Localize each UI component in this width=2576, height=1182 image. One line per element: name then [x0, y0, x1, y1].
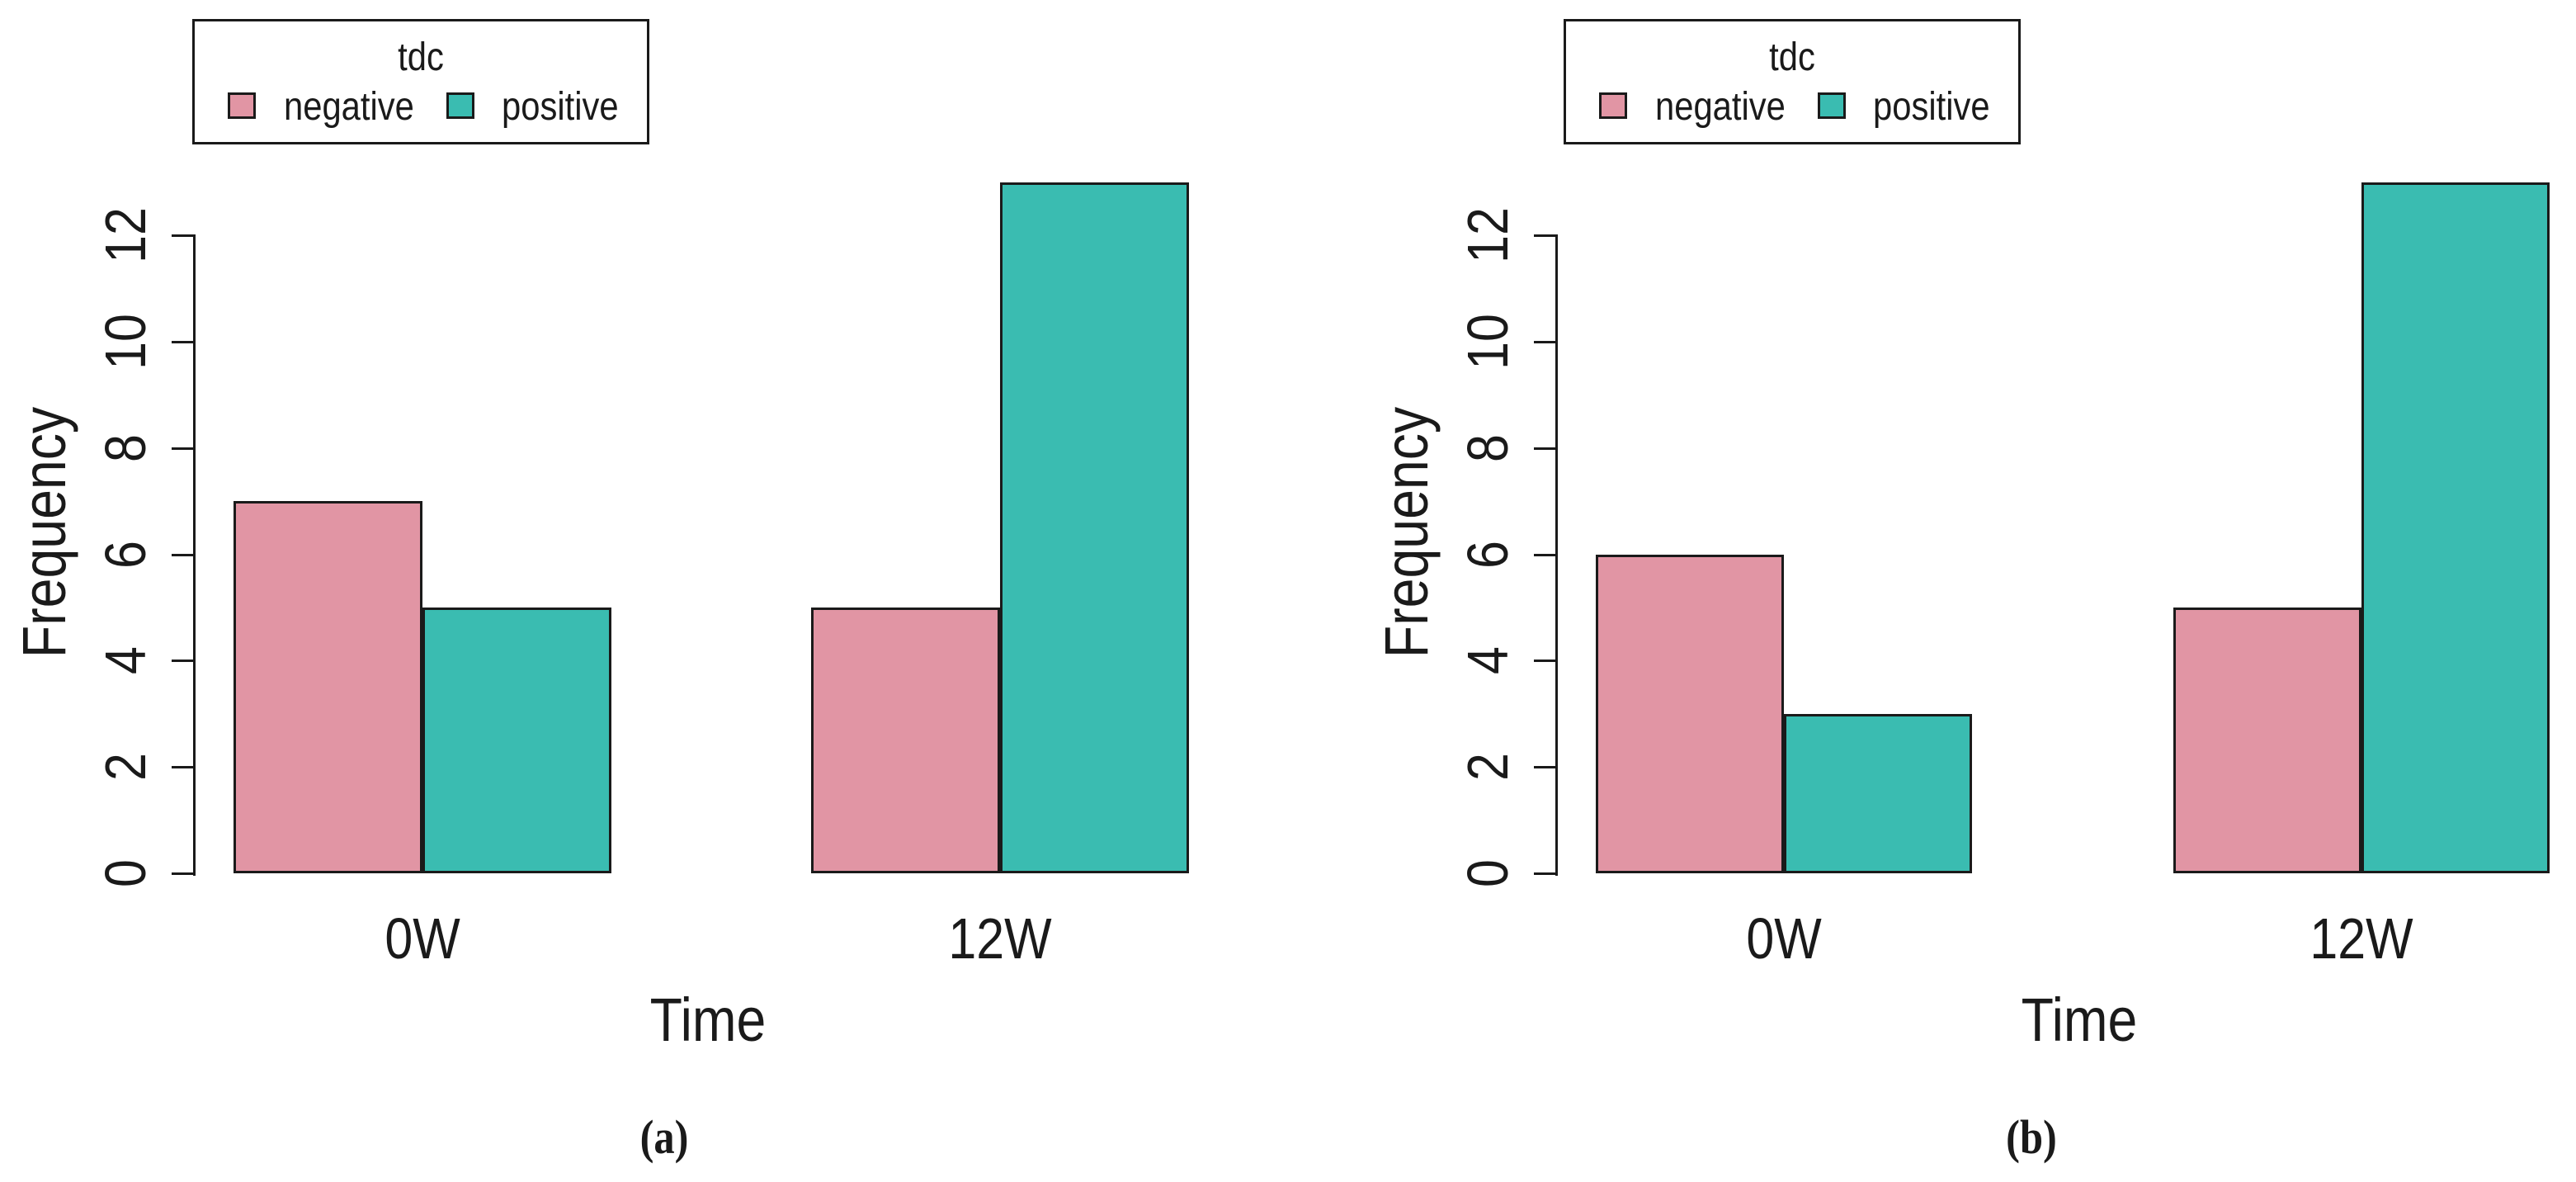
- y-tick-mark: [172, 554, 196, 556]
- y-tick-mark: [1534, 872, 1558, 875]
- x-axis-title: Time: [649, 986, 767, 1054]
- bar-negative-12W: [811, 608, 1000, 873]
- y-tick-label: 6: [1455, 541, 1520, 569]
- x-tick-label-12w: 12W: [948, 906, 1052, 971]
- legend-title: tdc: [1769, 35, 1815, 79]
- y-tick-mark: [172, 660, 196, 662]
- y-tick-label: 10: [1455, 314, 1520, 370]
- y-tick-mark: [1534, 554, 1558, 556]
- bar-positive-0W: [1784, 714, 1972, 873]
- y-tick-mark: [172, 872, 196, 875]
- y-tick-mark: [172, 341, 196, 343]
- x-tick-label-12w: 12W: [2309, 906, 2413, 971]
- panel-caption-b: (b): [2006, 1110, 2057, 1164]
- y-tick-mark: [172, 447, 196, 450]
- y-tick-mark: [1534, 234, 1558, 237]
- bar-negative-0W: [234, 501, 422, 873]
- y-tick-mark: [1534, 341, 1558, 343]
- y-tick-mark: [172, 766, 196, 768]
- x-tick-label-0w: 0W: [1746, 906, 1822, 971]
- bar-negative-0W: [1596, 555, 1784, 873]
- bar-positive-0W: [422, 608, 611, 873]
- legend-label-positive: positive: [502, 85, 619, 129]
- legend-title: tdc: [398, 35, 444, 79]
- y-tick-label: 4: [1455, 646, 1520, 674]
- bar-positive-12W: [2361, 182, 2550, 873]
- y-tick-label: 8: [1455, 434, 1520, 462]
- y-tick-mark: [172, 234, 196, 237]
- legend-label-negative: negative: [284, 85, 414, 129]
- y-tick-label: 12: [1455, 207, 1520, 263]
- legend-swatch-negative: [1599, 92, 1627, 119]
- y-tick-mark: [1534, 766, 1558, 768]
- y-tick-mark: [1534, 660, 1558, 662]
- legend-label-negative: negative: [1655, 85, 1786, 129]
- y-tick-mark: [1534, 447, 1558, 450]
- legend: tdc negative positive: [192, 19, 649, 144]
- y-tick-label: 0: [1455, 859, 1520, 887]
- legend-swatch-positive: [1818, 92, 1846, 119]
- legend-swatch-positive: [446, 92, 474, 119]
- legend: tdc negative positive: [1564, 19, 2021, 144]
- legend-label-positive: positive: [1873, 85, 1990, 129]
- bar-negative-12W: [2173, 608, 2361, 873]
- y-tick-label: 2: [1455, 753, 1520, 781]
- x-tick-label-0w: 0W: [385, 906, 460, 971]
- x-axis-title: Time: [2021, 986, 2138, 1054]
- panel-caption-a: (a): [639, 1110, 689, 1164]
- bar-positive-12W: [1000, 182, 1189, 873]
- legend-swatch-negative: [228, 92, 256, 119]
